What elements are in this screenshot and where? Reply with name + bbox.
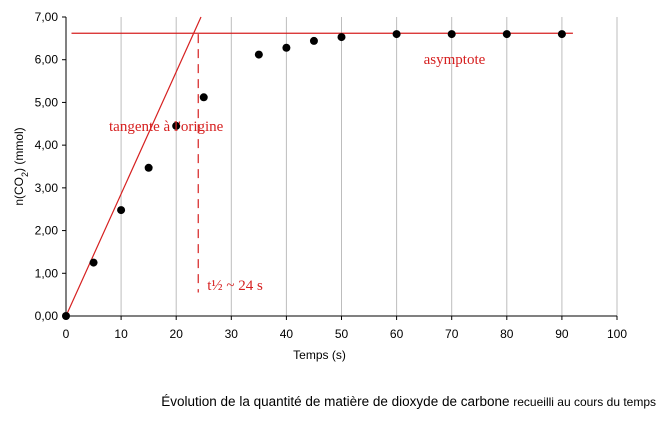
x-tick-label: 100: [607, 327, 627, 341]
y-tick-label: 4,00: [35, 138, 59, 152]
asymptote-label: asymptote: [424, 52, 486, 68]
caption-main: Évolution de la quantité de matière de d…: [161, 394, 514, 409]
data-point: [337, 33, 346, 42]
x-tick-label: 0: [63, 327, 70, 341]
x-tick-label: 60: [390, 327, 404, 341]
half-time-label: t½ ~ 24 s: [207, 278, 263, 294]
data-point: [502, 30, 511, 39]
data-point: [144, 163, 153, 172]
y-axis-title: n(CO2) (mmol): [12, 127, 30, 205]
x-tick-label: 50: [335, 327, 349, 341]
data-point: [557, 30, 566, 39]
data-point: [62, 312, 70, 320]
y-tick-label: 7,00: [35, 10, 59, 24]
y-tick-label: 0,00: [35, 309, 59, 323]
y-tick-label: 5,00: [35, 95, 59, 109]
data-point: [117, 206, 126, 215]
data-point: [172, 121, 181, 130]
data-point: [254, 50, 263, 59]
data-point: [447, 30, 456, 39]
tangent-label: tangente à l'origine: [109, 119, 224, 135]
x-tick-label: 90: [555, 327, 569, 341]
labels-layer: 0,00 1,00 2,00 3,00 4,00 5,00 6,00 7,00 0 10 20 30 4…: [12, 10, 627, 362]
x-tick-label: 20: [170, 327, 184, 341]
caption-tail: recueilli au cours du temps: [513, 395, 656, 409]
annotation-layer: [65, 16, 573, 317]
data-point: [309, 36, 318, 45]
data-point: [199, 93, 208, 102]
x-tick-label: 70: [445, 327, 459, 341]
y-tick-label: 2,00: [35, 224, 59, 238]
x-tick-label: 40: [280, 327, 294, 341]
data-point: [89, 258, 98, 267]
figure-caption: Évolution de la quantité de matière de d…: [0, 394, 656, 409]
data-point: [282, 43, 291, 52]
x-tick-label: 30: [225, 327, 239, 341]
data-point: [392, 30, 401, 39]
grid-layer: [120, 17, 618, 316]
x-tick-label: 80: [500, 327, 514, 341]
y-tick-label: 6,00: [35, 53, 59, 67]
points-layer: [62, 30, 566, 320]
x-tick-label: 10: [114, 327, 128, 341]
y-tick-label: 1,00: [35, 266, 59, 280]
x-axis-title: Temps (s): [293, 348, 346, 362]
tangent-line: [65, 16, 202, 317]
y-tick-label: 3,00: [35, 181, 59, 195]
